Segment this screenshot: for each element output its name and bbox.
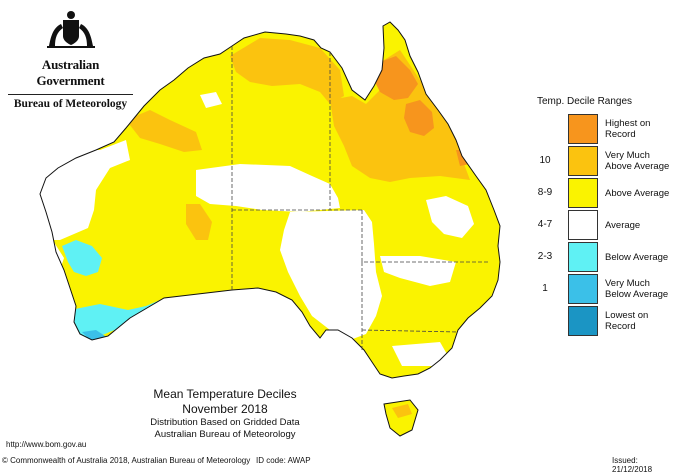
border-nsw-vic bbox=[361, 329, 459, 333]
legend-row: Highest on Record bbox=[530, 114, 670, 144]
highest-region-capeyork bbox=[374, 56, 418, 100]
legend-range: 1 bbox=[542, 283, 548, 294]
footer-id-code: ID code: AWAP bbox=[256, 456, 311, 465]
very-much-above-region-kimberley bbox=[126, 110, 202, 152]
legend-range: 8-9 bbox=[537, 187, 553, 198]
map-caption: Mean Temperature Deciles November 2018 D… bbox=[90, 387, 360, 441]
legend-swatch bbox=[568, 114, 598, 144]
very-much-above-region-qld bbox=[330, 50, 470, 182]
legend-range: 2-3 bbox=[537, 251, 553, 262]
legend-row: 10 Very Much Above Average bbox=[530, 146, 670, 176]
legend-swatch bbox=[568, 242, 598, 272]
very-much-above-region-wa bbox=[186, 204, 212, 240]
footer-copyright: © Commonwealth of Australia 2018, Austra… bbox=[2, 456, 251, 465]
average-region-qld bbox=[426, 196, 474, 238]
footer-url[interactable]: http://www.bom.gov.au bbox=[6, 440, 87, 449]
government-name: Australian Government bbox=[36, 57, 105, 88]
legend-row: 4-7 Average bbox=[530, 210, 670, 240]
average-region-nsw bbox=[380, 256, 456, 286]
legend-range: 4-7 bbox=[537, 219, 553, 230]
government-logo: Australian Government Bureau of Meteorol… bbox=[8, 8, 133, 110]
map-title: Mean Temperature Deciles bbox=[153, 387, 297, 401]
state-borders bbox=[231, 46, 488, 350]
tasmania bbox=[383, 399, 419, 437]
legend-range: 10 bbox=[539, 155, 551, 166]
legend-label: Very Much Below Average bbox=[605, 278, 669, 300]
highest-region-qld-coast bbox=[404, 100, 434, 136]
very-much-above-region-nt bbox=[230, 38, 344, 104]
legend-label: Lowest on Record bbox=[605, 310, 649, 332]
legend-swatch bbox=[568, 146, 598, 176]
legend-label: Below Average bbox=[605, 251, 669, 263]
coat-of-arms-icon bbox=[46, 11, 95, 48]
footer-issued: Issued: 21/12/2018 bbox=[612, 456, 653, 474]
average-region-west bbox=[40, 140, 130, 240]
map-period: November 2018 bbox=[182, 402, 268, 416]
australia-coastline bbox=[39, 21, 501, 379]
bureau-name: Bureau of Meteorology bbox=[8, 94, 133, 110]
legend-label: Highest on Record bbox=[605, 118, 651, 140]
caption-line-2: Australian Bureau of Meteorology bbox=[154, 429, 296, 440]
average-region-vic bbox=[392, 342, 448, 366]
legend-swatch bbox=[568, 210, 598, 240]
caption-line-1: Distribution Based on Gridded Data bbox=[150, 417, 300, 428]
legend-row: 2-3 Below Average bbox=[530, 242, 670, 272]
legend-swatch bbox=[568, 274, 598, 304]
legend-row: Lowest on Record bbox=[530, 306, 670, 336]
below-average-region-wa-north bbox=[62, 240, 102, 276]
legend-title: Temp. Decile Ranges bbox=[537, 96, 633, 107]
legend-label: Very Much Above Average bbox=[605, 150, 670, 172]
average-region-south bbox=[280, 210, 382, 340]
legend-label: Above Average bbox=[605, 187, 670, 199]
legend-swatch bbox=[568, 306, 598, 336]
legend-row: 8-9 Above Average bbox=[530, 178, 670, 208]
legend-swatch bbox=[568, 178, 598, 208]
legend-label: Average bbox=[605, 219, 641, 231]
average-region-central bbox=[196, 164, 340, 212]
average-region-kimberley bbox=[200, 92, 222, 108]
legend-row: 1 Very Much Below Average bbox=[530, 274, 670, 304]
